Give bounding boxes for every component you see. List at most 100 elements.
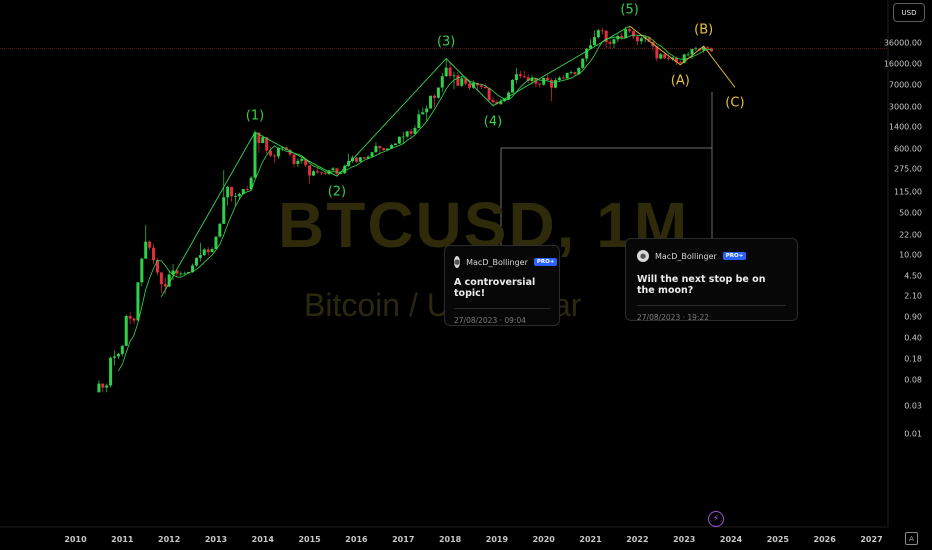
candle-body xyxy=(257,132,261,144)
author-name[interactable]: MacD_Bollinger xyxy=(655,251,717,261)
candle-body xyxy=(343,165,347,174)
candle-body xyxy=(639,38,643,42)
idea-date: 27/08/2023 · 19:22 xyxy=(637,313,709,322)
candle-body xyxy=(152,247,156,261)
candle-body xyxy=(538,83,542,85)
candle-body xyxy=(198,255,202,258)
candle-body xyxy=(581,58,585,68)
candle-body xyxy=(686,54,690,56)
candle-body xyxy=(487,88,491,100)
candle-body xyxy=(514,74,518,81)
price-tick-label: 0.08 xyxy=(904,375,922,385)
candle-body xyxy=(499,101,503,105)
time-tick-label: 2022 xyxy=(626,535,649,544)
time-tick-label: 2021 xyxy=(579,535,602,544)
candle-body xyxy=(530,78,534,82)
candle-body xyxy=(374,146,378,153)
projection-path xyxy=(629,25,736,88)
time-tick-label: 2027 xyxy=(860,535,883,544)
candle-body xyxy=(456,75,460,86)
candle-body xyxy=(386,148,390,151)
flash-icon[interactable]: ⚡ xyxy=(708,511,724,527)
candle-body xyxy=(280,147,284,149)
price-tick-label: 115.00 xyxy=(894,187,922,197)
candle-body xyxy=(354,157,358,162)
candle-body xyxy=(113,356,117,358)
candle-body xyxy=(577,67,581,75)
candle-body xyxy=(690,49,694,55)
idea-connector-1 xyxy=(500,147,712,248)
candle-body xyxy=(425,108,429,113)
candle-body xyxy=(312,171,316,176)
wave-label: (1) xyxy=(245,108,265,124)
time-tick-label: 2013 xyxy=(204,535,228,544)
candle-body xyxy=(222,197,226,224)
candle-body xyxy=(323,173,327,175)
candle-body xyxy=(206,249,210,253)
candle-body xyxy=(237,193,241,197)
currency-button[interactable]: USD xyxy=(893,3,925,22)
time-tick-label: 2011 xyxy=(111,535,134,544)
candle-body xyxy=(483,86,487,89)
price-tick-label: 600.00 xyxy=(894,144,922,154)
axis-settings-icon[interactable]: A xyxy=(905,532,918,545)
candle-body xyxy=(710,48,714,52)
candle-body xyxy=(507,92,511,100)
candle-body xyxy=(573,72,577,75)
candle-body xyxy=(214,236,218,250)
candle-body xyxy=(464,78,468,84)
candle-body xyxy=(432,95,436,98)
candle-body xyxy=(202,249,206,256)
candle-body xyxy=(241,189,245,194)
candle-body xyxy=(667,58,671,60)
candle-body xyxy=(635,36,639,42)
time-tick-label: 2014 xyxy=(251,535,274,544)
author-name[interactable]: MacD_Bollinger xyxy=(466,257,528,267)
candle-body xyxy=(163,284,167,287)
wave-label: (3) xyxy=(436,34,456,50)
wave-label: (4) xyxy=(483,114,503,130)
time-tick-label: 2019 xyxy=(485,535,509,544)
candle-body xyxy=(663,54,667,59)
candle-body xyxy=(674,57,678,63)
candle-body xyxy=(452,75,456,77)
wave-label: (5) xyxy=(620,2,639,18)
price-tick-label: 0.18 xyxy=(904,354,922,364)
wave-label: (C) xyxy=(725,95,745,111)
candle-body xyxy=(444,67,448,77)
candle-body xyxy=(218,223,222,237)
candle-body xyxy=(631,31,635,37)
time-tick-label: 2025 xyxy=(766,535,789,544)
candle-body xyxy=(616,36,620,40)
idea-text: Will the next stop be on the moon? xyxy=(637,274,766,296)
candle-body xyxy=(397,136,401,144)
candle-body xyxy=(175,270,179,274)
candle-body xyxy=(249,177,253,190)
candle-body xyxy=(417,114,421,129)
candle-body xyxy=(273,155,276,157)
candle-body xyxy=(179,273,183,275)
candle-body xyxy=(413,128,417,134)
price-tick-label: 0.01 xyxy=(904,429,922,439)
candle-body xyxy=(171,270,175,275)
candle-body xyxy=(167,274,171,287)
time-tick-label: 2015 xyxy=(298,535,321,544)
candle-body xyxy=(101,383,105,388)
candle-body xyxy=(612,39,616,44)
candle-body xyxy=(128,316,132,319)
candle-body xyxy=(296,160,300,164)
price-tick-label: 1400.00 xyxy=(888,122,922,132)
time-tick-label: 2026 xyxy=(813,535,836,544)
candle-body xyxy=(148,241,152,248)
candle-body xyxy=(191,265,195,273)
candle-body xyxy=(132,318,136,321)
candle-body xyxy=(233,196,237,198)
idea-card-2[interactable]: ● MacD_Bollinger PRO+ Will the next stop… xyxy=(625,238,798,322)
idea-card-1[interactable]: ● MacD_Bollinger PRO+ A controversial to… xyxy=(444,245,560,326)
candle-body xyxy=(479,85,483,87)
candle-body xyxy=(124,316,128,346)
price-tick-label: 275.00 xyxy=(894,164,922,174)
elliott-wave-path xyxy=(160,25,630,298)
author-avatar-icon: ● xyxy=(454,256,461,268)
